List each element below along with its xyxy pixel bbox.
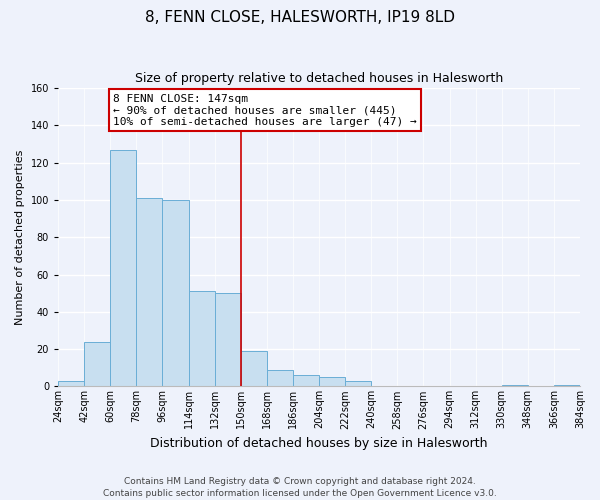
Bar — [110, 150, 136, 386]
Y-axis label: Number of detached properties: Number of detached properties — [15, 150, 25, 325]
Title: Size of property relative to detached houses in Halesworth: Size of property relative to detached ho… — [135, 72, 503, 86]
Bar — [345, 381, 371, 386]
Bar — [84, 342, 110, 386]
Text: 8, FENN CLOSE, HALESWORTH, IP19 8LD: 8, FENN CLOSE, HALESWORTH, IP19 8LD — [145, 10, 455, 25]
Bar — [554, 384, 580, 386]
Bar — [163, 200, 188, 386]
Bar — [215, 293, 241, 386]
Bar — [188, 292, 215, 386]
Bar — [58, 381, 84, 386]
Bar — [293, 375, 319, 386]
Bar — [319, 377, 345, 386]
Bar — [241, 351, 267, 386]
Bar — [136, 198, 163, 386]
Bar — [267, 370, 293, 386]
X-axis label: Distribution of detached houses by size in Halesworth: Distribution of detached houses by size … — [150, 437, 488, 450]
Text: 8 FENN CLOSE: 147sqm
← 90% of detached houses are smaller (445)
10% of semi-deta: 8 FENN CLOSE: 147sqm ← 90% of detached h… — [113, 94, 417, 127]
Text: Contains HM Land Registry data © Crown copyright and database right 2024.
Contai: Contains HM Land Registry data © Crown c… — [103, 476, 497, 498]
Bar — [502, 384, 528, 386]
